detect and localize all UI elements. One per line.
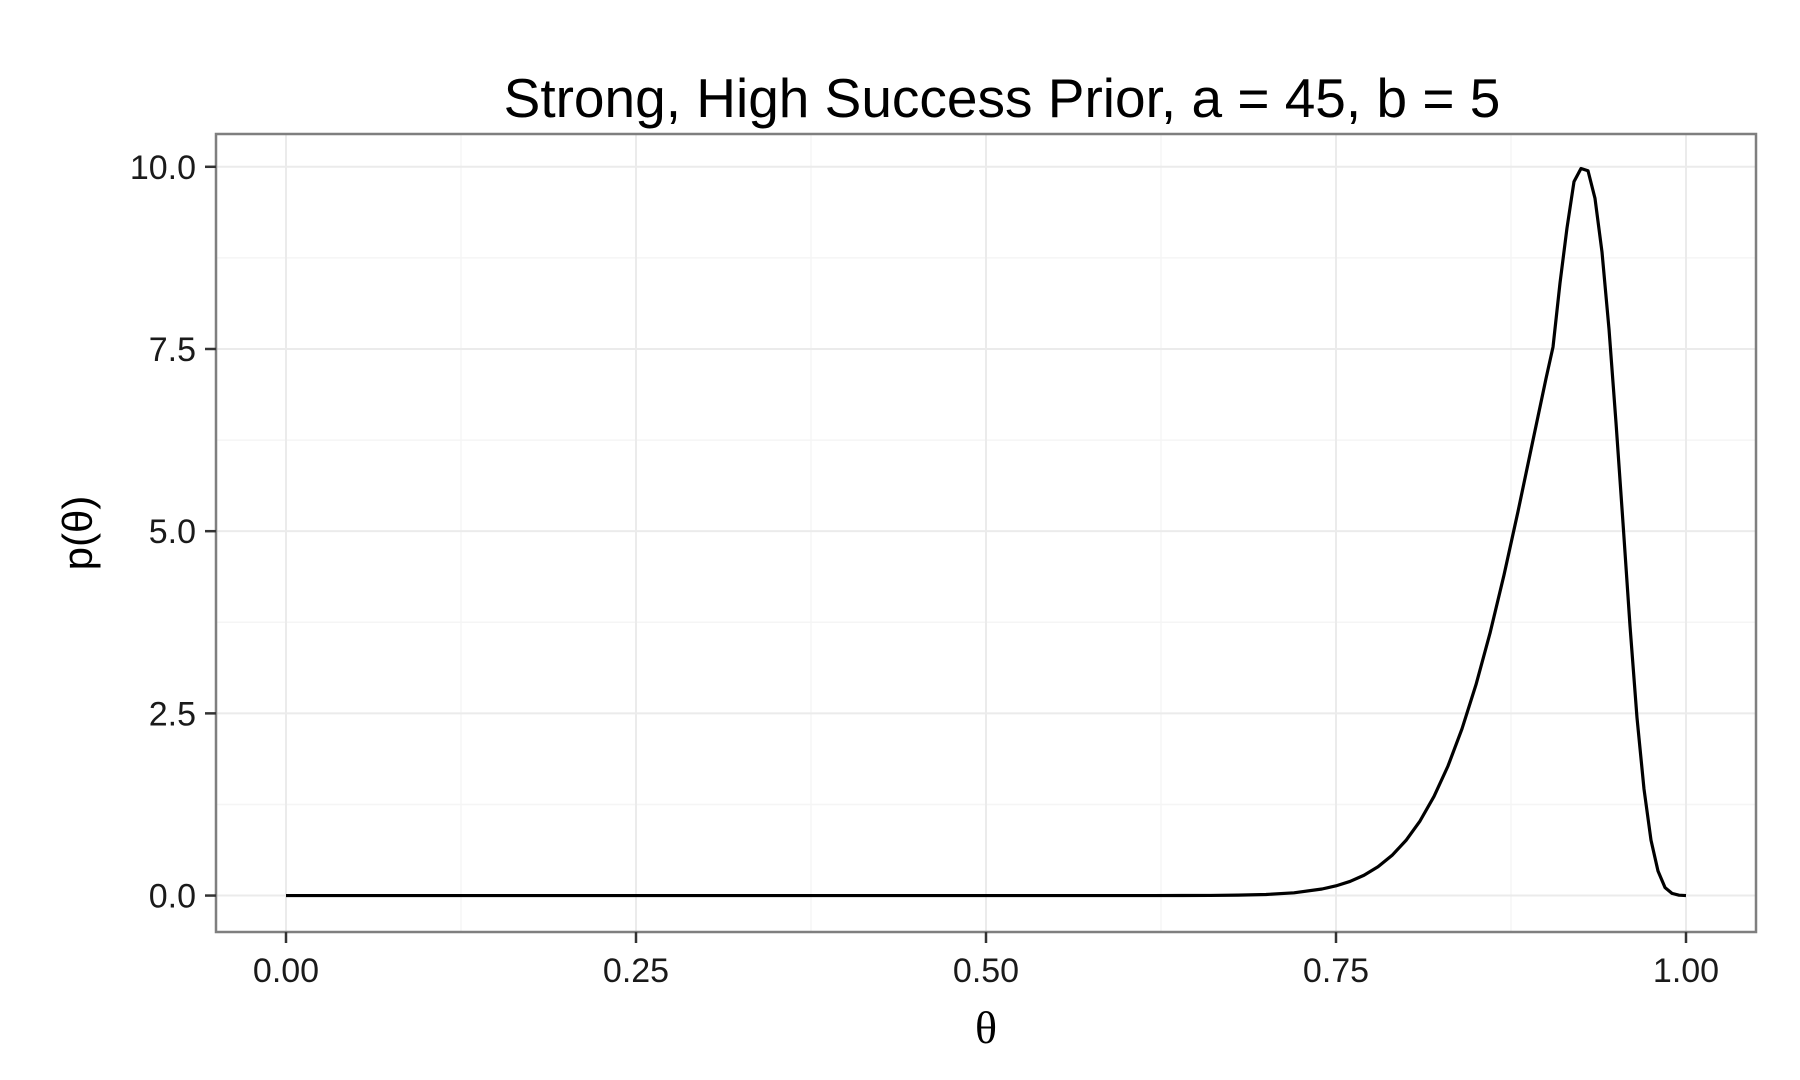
x-tick-label: 0.25 [603,952,669,990]
x-tick-label: 0.50 [953,952,1019,990]
y-tick-label: 7.5 [149,331,196,369]
y-tick-label: 10.0 [130,149,196,187]
axis-layer: 0.00 0.25 0.50 0.75 1.00 0.0 2.5 5.0 7.5 10.0 [130,149,1719,990]
grid-layer [216,134,1756,932]
density-curve [286,166,1687,898]
y-tick-label: 2.5 [149,695,196,733]
x-tick-label: 1.00 [1653,952,1719,990]
x-tick-label: 0.75 [1303,952,1369,990]
line-layer [286,166,1687,898]
x-axis-title: θ [975,1002,997,1053]
x-tick-label: 0.00 [253,952,319,990]
chart-title: Strong, High Success Prior, a = 45, b = … [504,67,1501,129]
y-tick-label: 5.0 [149,513,196,551]
y-tick-label: 0.0 [149,878,196,916]
y-axis-title: p(θ) [54,496,101,571]
